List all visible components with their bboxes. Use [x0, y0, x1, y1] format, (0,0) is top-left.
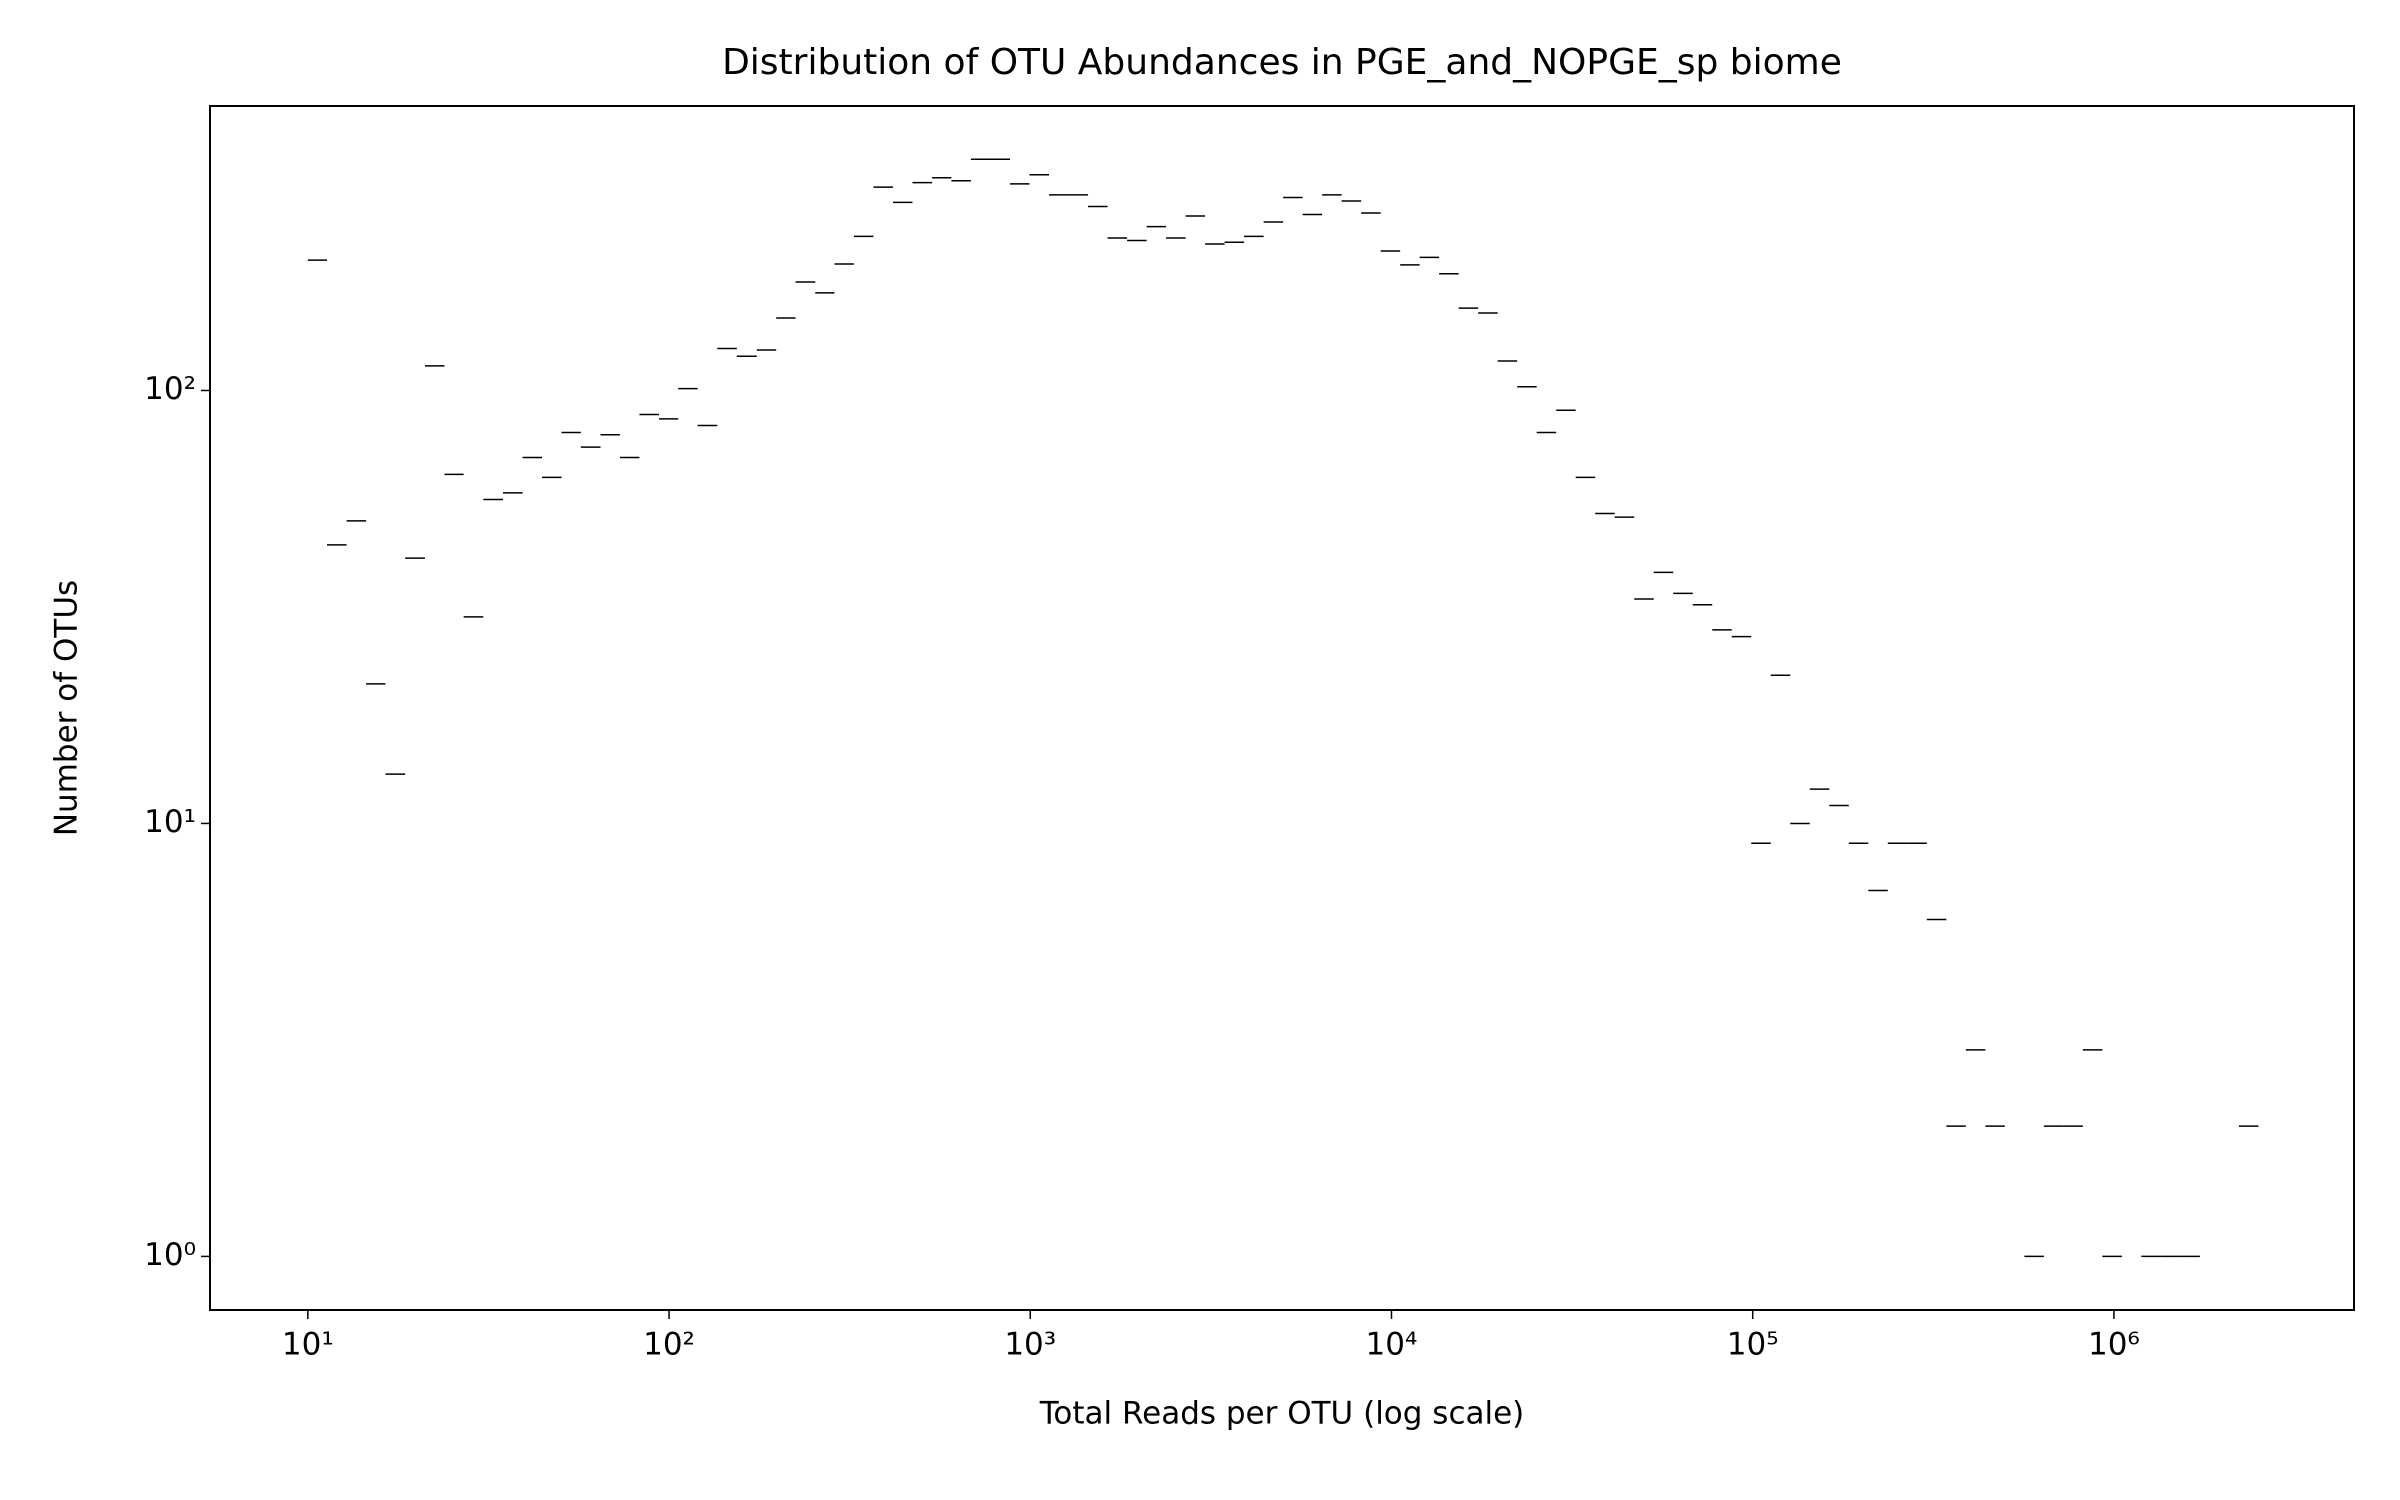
x-tick-label: 10¹ — [282, 1327, 334, 1363]
x-axis-label: Total Reads per OTU (log scale) — [1039, 1396, 1525, 1432]
x-tick-label: 10³ — [1004, 1327, 1056, 1363]
y-tick-label: 10⁰ — [144, 1237, 196, 1273]
plot-frame — [209, 105, 2355, 1311]
x-tick-label: 10⁴ — [1366, 1327, 1418, 1363]
x-tick-label: 10² — [643, 1327, 695, 1363]
y-tick-label: 10² — [144, 371, 196, 407]
y-axis-label: Number of OTUs — [49, 580, 85, 836]
y-tick-label: 10¹ — [144, 804, 196, 840]
chart-title: Distribution of OTU Abundances in PGE_an… — [722, 42, 1842, 83]
x-tick-label: 10⁶ — [2088, 1327, 2140, 1363]
x-tick-label: 10⁵ — [1727, 1327, 1779, 1363]
